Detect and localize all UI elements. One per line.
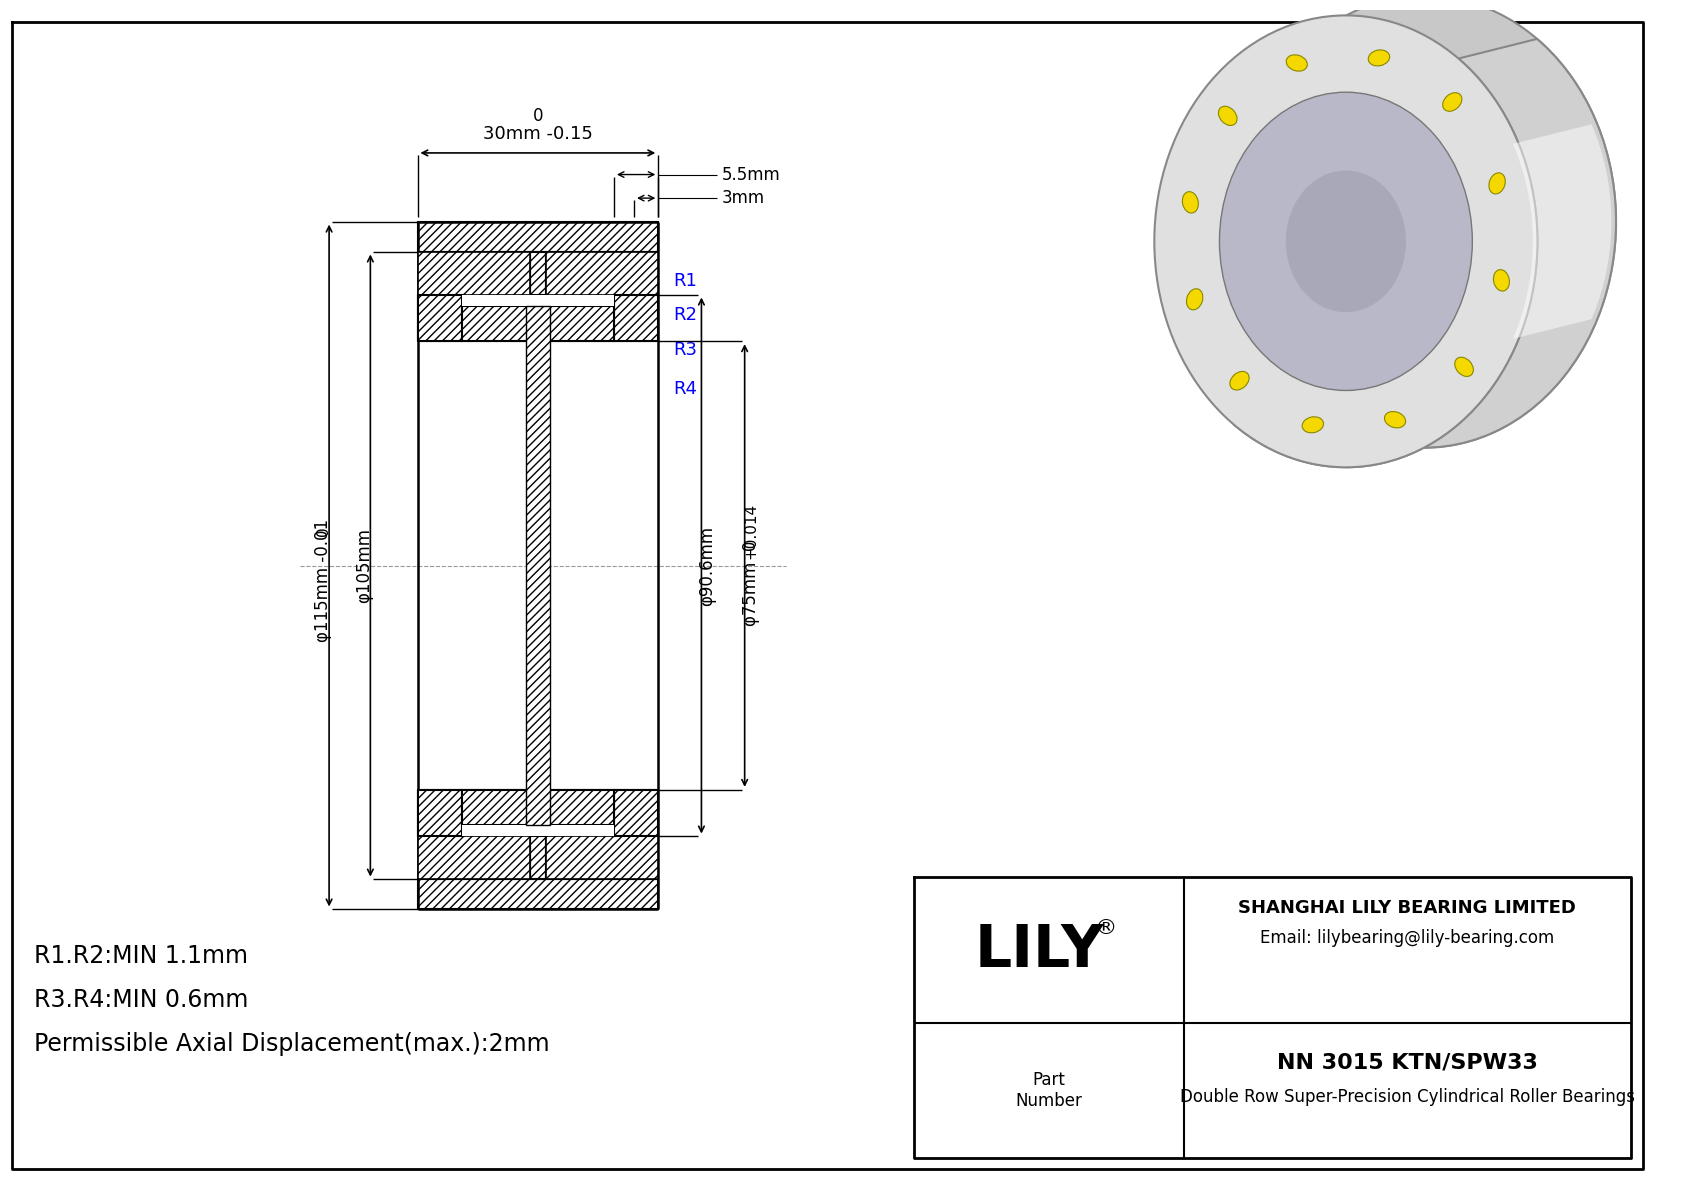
Polygon shape	[418, 836, 530, 879]
Text: SHANGHAI LILY BEARING LIMITED: SHANGHAI LILY BEARING LIMITED	[1238, 899, 1576, 917]
Polygon shape	[530, 251, 546, 879]
Ellipse shape	[1187, 288, 1202, 310]
Ellipse shape	[1287, 170, 1406, 312]
Text: φ90.6mm: φ90.6mm	[699, 525, 716, 605]
Text: NN 3015 KTN/SPW33: NN 3015 KTN/SPW33	[1276, 1053, 1537, 1072]
Text: R3.R4:MIN 0.6mm: R3.R4:MIN 0.6mm	[34, 989, 249, 1012]
Text: φ75mm  0: φ75mm 0	[741, 541, 759, 626]
Text: ®: ®	[1095, 918, 1116, 939]
Polygon shape	[461, 306, 615, 342]
Text: R1: R1	[674, 272, 697, 289]
Ellipse shape	[1494, 269, 1509, 291]
Text: +0.014: +0.014	[743, 503, 758, 560]
Ellipse shape	[1298, 73, 1551, 370]
Ellipse shape	[1154, 15, 1537, 467]
Polygon shape	[525, 306, 549, 824]
Text: Part
Number: Part Number	[1015, 1071, 1083, 1110]
Polygon shape	[418, 251, 530, 294]
Text: Double Row Super-Precision Cylindrical Roller Bearings: Double Row Super-Precision Cylindrical R…	[1180, 1087, 1635, 1105]
Polygon shape	[615, 294, 658, 342]
Ellipse shape	[1182, 192, 1199, 213]
Polygon shape	[1233, 39, 1617, 467]
Polygon shape	[461, 824, 615, 836]
Polygon shape	[418, 790, 461, 836]
Text: LILY: LILY	[975, 922, 1103, 979]
Text: Permissible Axial Displacement(max.):2mm: Permissible Axial Displacement(max.):2mm	[34, 1033, 551, 1056]
Polygon shape	[546, 836, 658, 879]
Polygon shape	[615, 790, 658, 836]
Text: φ115mm -0.01: φ115mm -0.01	[315, 519, 332, 642]
Text: R4: R4	[674, 380, 697, 398]
Ellipse shape	[1384, 412, 1406, 428]
Polygon shape	[461, 790, 615, 824]
Polygon shape	[546, 251, 658, 294]
Polygon shape	[546, 251, 658, 294]
Text: R3: R3	[674, 341, 697, 358]
Ellipse shape	[1219, 92, 1472, 391]
Text: 3mm: 3mm	[722, 189, 765, 207]
Polygon shape	[418, 222, 658, 251]
Polygon shape	[1512, 124, 1612, 338]
Text: Email: lilybearing@lily-bearing.com: Email: lilybearing@lily-bearing.com	[1260, 929, 1554, 947]
Ellipse shape	[1302, 417, 1324, 432]
Ellipse shape	[1219, 106, 1238, 125]
Polygon shape	[418, 294, 461, 342]
Text: 0: 0	[532, 107, 544, 125]
Polygon shape	[418, 836, 530, 879]
Text: R2: R2	[674, 306, 697, 324]
Polygon shape	[546, 836, 658, 879]
Ellipse shape	[1369, 50, 1389, 66]
Polygon shape	[418, 251, 530, 294]
Text: R1.R2:MIN 1.1mm: R1.R2:MIN 1.1mm	[34, 943, 248, 968]
Ellipse shape	[1233, 0, 1617, 448]
Polygon shape	[418, 879, 658, 910]
Ellipse shape	[1455, 357, 1474, 376]
Text: 0: 0	[315, 526, 330, 536]
Text: 5.5mm: 5.5mm	[722, 166, 781, 183]
Ellipse shape	[1287, 55, 1307, 71]
Ellipse shape	[1229, 372, 1250, 389]
Text: 30mm -0.15: 30mm -0.15	[483, 125, 593, 143]
Polygon shape	[461, 294, 615, 306]
Text: φ105mm: φ105mm	[355, 528, 374, 603]
Ellipse shape	[1489, 173, 1505, 194]
Ellipse shape	[1443, 93, 1462, 111]
Ellipse shape	[1344, 104, 1536, 330]
